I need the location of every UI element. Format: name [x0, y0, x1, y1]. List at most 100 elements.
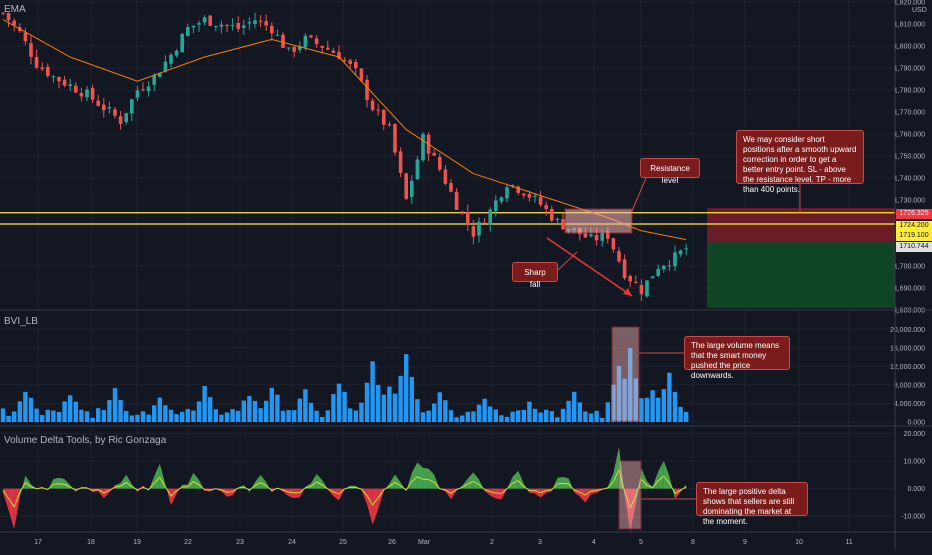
delta-segment-87 — [490, 488, 496, 499]
volume-bar-11 — [62, 401, 67, 422]
delta-highlight-box — [618, 460, 642, 530]
delta-segment-0 — [3, 488, 9, 511]
candle-body-4 — [23, 32, 28, 42]
volume-bar-117 — [656, 397, 661, 422]
candle-body-43 — [242, 25, 246, 28]
price-tag-level-lower: 1719.100 — [896, 231, 932, 241]
volume-bar-105 — [588, 413, 594, 422]
candle-body-45 — [253, 20, 257, 24]
delta-segment-3 — [19, 475, 26, 498]
candle-body-100 — [561, 219, 565, 230]
currency-label: USD — [912, 7, 927, 14]
volume-bar-58 — [325, 410, 330, 422]
volume-bar-42 — [236, 410, 241, 422]
candle-body-28 — [158, 73, 162, 78]
volume-bar-40 — [224, 412, 230, 422]
volume-bar-10 — [56, 411, 62, 422]
candle-body-44 — [247, 22, 252, 24]
candle-body-2 — [12, 20, 16, 26]
delta-tick-0: 20.000 — [904, 431, 926, 438]
candle-body-78 — [438, 156, 442, 170]
candle-body-47 — [264, 21, 268, 26]
volume-bar-73 — [409, 376, 414, 422]
candle-body-64 — [359, 68, 364, 81]
delta-area — [2, 446, 687, 532]
volume-bar-47 — [264, 400, 269, 422]
delta-tick-2: 0.000 — [907, 486, 925, 493]
delta-tick-3: -10.000 — [901, 514, 925, 521]
x-tick-16: 11 — [845, 539, 852, 546]
candle-body-5 — [29, 43, 33, 57]
volume-bar-26 — [146, 414, 151, 422]
candle-body-90 — [505, 187, 509, 199]
volume-bar-30 — [168, 409, 174, 422]
volume-bar-64 — [359, 402, 364, 422]
volume-bar-90 — [504, 416, 510, 422]
delta-segment-77 — [434, 474, 440, 489]
volume-bar-62 — [348, 408, 353, 422]
candle-body-108 — [606, 231, 610, 239]
volume-bar-43 — [241, 400, 246, 422]
volume-bar-24 — [135, 414, 140, 422]
volume-bar-59 — [331, 394, 336, 422]
price-tick-6: 1,760.000 — [894, 132, 925, 139]
price-tick-11: 1,690.000 — [894, 286, 925, 293]
volume-bar-79 — [443, 400, 448, 422]
volume-bar-28 — [157, 397, 162, 422]
candle-body-77 — [432, 153, 436, 156]
volume-bar-29 — [163, 405, 168, 422]
volume-bar-100 — [560, 408, 566, 422]
candle-body-48 — [270, 26, 274, 34]
candles — [1, 11, 688, 301]
delta-segment-111 — [624, 488, 631, 532]
volume-panel-label: BVI_LB — [4, 316, 38, 327]
delta-segment-34 — [193, 472, 199, 489]
candle-body-63 — [354, 62, 358, 69]
x-tick-3: 22 — [184, 539, 192, 546]
volume-bar-16 — [90, 417, 95, 422]
delta-segment-75 — [423, 467, 429, 489]
volume-bar-115 — [644, 397, 650, 422]
delta-segment-102 — [574, 488, 580, 497]
volume-bar-52 — [292, 410, 297, 422]
delta-segment-53 — [299, 486, 306, 498]
volume-bar-9 — [51, 410, 56, 422]
candle-body-10 — [57, 76, 61, 82]
strategy-callout: We may consider short positions after a … — [736, 130, 864, 194]
delta-segment-113 — [635, 468, 642, 505]
volume-bar-93 — [521, 409, 526, 422]
volume-bar-19 — [107, 400, 112, 422]
candle-body-69 — [387, 124, 392, 126]
candle-body-9 — [51, 76, 56, 78]
delta-segment-90 — [507, 476, 513, 489]
candle-body-46 — [258, 20, 263, 22]
delta-segment-84 — [473, 472, 479, 489]
candle-body-31 — [174, 50, 179, 56]
candle-body-94 — [527, 194, 532, 198]
candle-body-66 — [370, 100, 375, 111]
volume-bar-78 — [437, 392, 442, 422]
delta-segment-23 — [131, 484, 138, 492]
candle-body-58 — [326, 47, 330, 50]
volume-bar-37 — [208, 397, 213, 422]
volume-bar-102 — [572, 391, 577, 422]
volume-bar-36 — [202, 385, 207, 422]
volume-bar-55 — [308, 402, 314, 422]
candle-body-68 — [382, 109, 386, 125]
volume-bar-21 — [118, 399, 123, 422]
delta-segment-66 — [372, 488, 379, 525]
candle-body-88 — [494, 200, 498, 212]
candle-body-25 — [141, 89, 145, 91]
volume-bar-120 — [672, 391, 678, 422]
delta-segment-1 — [8, 488, 15, 530]
volume-bar-118 — [661, 389, 666, 422]
candle-body-57 — [320, 46, 324, 48]
delta-segment-99 — [557, 477, 563, 489]
candle-body-114 — [639, 285, 644, 295]
x-tick-2: 19 — [133, 539, 141, 546]
delta-signal-line — [2, 468, 687, 510]
sharp-fall-callout: Sharp fall — [512, 262, 558, 289]
candle-body-109 — [611, 238, 616, 250]
